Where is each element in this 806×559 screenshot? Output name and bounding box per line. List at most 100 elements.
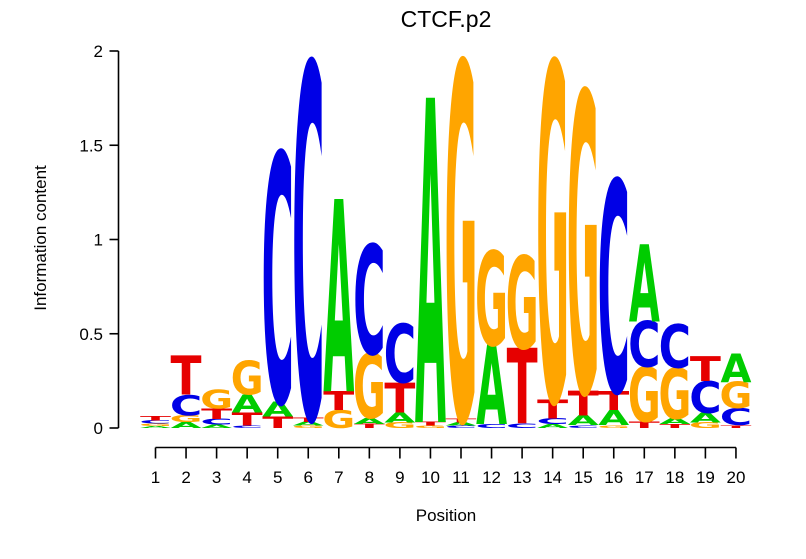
logo-letter-g: G [597, 424, 630, 429]
logo-letter-c: C [720, 404, 752, 431]
logo-letter-a: A [232, 390, 263, 419]
logo-letter-a: A [140, 426, 171, 429]
logo-letter-g: G [628, 353, 661, 440]
logo-letter-t: T [659, 423, 690, 429]
logo-letter-a: A [354, 416, 386, 426]
logo-letter-g: G [536, 0, 569, 510]
logo-letter-t: T [262, 414, 293, 432]
x-tick-label: 19 [696, 468, 715, 487]
logo-letter-c: C [567, 425, 599, 429]
logo-letter-a: A [201, 424, 232, 429]
logo-letter-c: C [689, 373, 721, 424]
y-tick-label: 0 [94, 419, 103, 438]
x-tick-label: 16 [604, 468, 623, 487]
logo-letter-a: A [446, 421, 477, 426]
logo-letter-c: C [506, 422, 538, 429]
x-tick-label: 18 [665, 468, 684, 487]
logo-letter-t: T [201, 406, 232, 422]
logo-letter-a: A [293, 421, 324, 427]
logo-letter-a: A [384, 410, 415, 426]
logo-letter-c: C [536, 417, 568, 426]
chart-title: CTCF.p2 [400, 6, 492, 32]
logo-letter-g: G [475, 225, 508, 376]
logo-letter-t: T [445, 418, 476, 424]
logo-letter-g: G [231, 353, 264, 407]
logo-letter-t: T [598, 386, 630, 416]
logo-letter-t: T [568, 385, 600, 424]
logo-letter-a: A [690, 411, 721, 426]
logo-letter-c: C [659, 313, 691, 382]
logo-letter-c: C [445, 425, 477, 429]
logo-letter-c: C [353, 215, 385, 390]
x-tick-label: 5 [273, 468, 282, 487]
logo-letter-g: G [353, 338, 386, 440]
logo-letter-c: C [475, 423, 507, 429]
logo-letter-a: A [659, 417, 691, 426]
y-tick-label: 1 [94, 231, 103, 250]
x-tick-label: 2 [181, 468, 190, 487]
x-tick-label: 9 [395, 468, 404, 487]
x-tick-label: 7 [334, 468, 343, 487]
x-tick-label: 8 [365, 468, 374, 487]
x-tick-label: 4 [242, 468, 251, 487]
logo-letter-t: T [171, 345, 202, 407]
logo-letter-g: G [445, 0, 478, 534]
logo-letter-g: G [720, 375, 753, 417]
logo-letter-g: G [322, 405, 355, 434]
logo-letter-g: G [658, 355, 691, 436]
logo-letter-g: G [139, 423, 172, 427]
logo-letter-t: T [232, 410, 264, 431]
logo-letter-t: T [415, 421, 446, 427]
logo-letter-c: C [262, 86, 294, 483]
logo-letter-c: C [231, 425, 263, 429]
logo-letter-t: T [537, 395, 569, 425]
logo-letter-c: C [598, 123, 630, 460]
logo-letter-c: C [292, 0, 324, 533]
y-tick-label: 0.5 [79, 325, 103, 344]
x-tick-label: 15 [574, 468, 593, 487]
logo-letter-a: A [476, 325, 507, 451]
logo-letter-a: A [720, 346, 751, 391]
x-tick-label: 14 [543, 468, 562, 487]
y-tick-label: 2 [94, 42, 103, 61]
logo-letter-g: G [567, 10, 600, 489]
x-axis-label: Position [415, 506, 477, 525]
logo-letter-a: A [262, 397, 293, 422]
x-tick-label: 1 [151, 468, 160, 487]
logo-letter-t: T [507, 327, 538, 447]
logo-letter-a: A [537, 423, 568, 429]
logo-letter-a: A [598, 406, 629, 431]
logo-letter-a: A [415, 11, 446, 528]
x-tick-label: 20 [726, 468, 745, 487]
x-tick-label: 6 [304, 468, 313, 487]
y-tick-label: 1.5 [79, 136, 103, 155]
logo-letter-c: C [628, 309, 660, 382]
x-tick-label: 17 [635, 468, 654, 487]
logo-letter-c: C [384, 309, 416, 402]
logo-letter-t: T [140, 415, 171, 422]
logo-letter-g: G [292, 425, 325, 429]
logo-letter-c: C [139, 420, 171, 425]
x-tick-label: 10 [421, 468, 440, 487]
x-tick-label: 13 [513, 468, 532, 487]
logo-letter-t: T [629, 420, 661, 430]
logo-letter-g: G [170, 413, 203, 424]
logo-letter-g: G [383, 421, 416, 430]
logo-letter-c: C [170, 389, 202, 422]
logo-letter-t: T [354, 423, 385, 430]
logo-letter-g: G [200, 385, 233, 415]
logo-letter-c: C [200, 418, 232, 427]
logo-letter-a: A [323, 148, 354, 454]
logo-letter-a: A [629, 224, 660, 347]
logo-letter-g: G [414, 425, 447, 429]
logo-letter-g: G [506, 232, 539, 379]
logo-letter-t: T [323, 386, 355, 416]
x-tick-label: 12 [482, 468, 501, 487]
logo-letter-a: A [568, 413, 599, 428]
logo-letter-t: T [384, 375, 415, 423]
x-tick-label: 3 [212, 468, 221, 487]
logo-letter-t: T [690, 351, 722, 390]
logo-letter-t: T [720, 424, 751, 429]
